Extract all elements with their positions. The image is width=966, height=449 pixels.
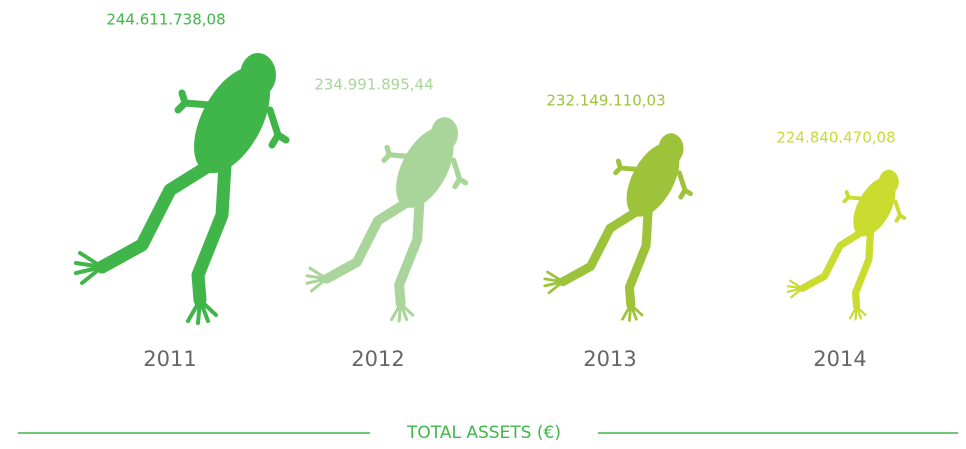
frog xyxy=(788,170,904,320)
frog-leg xyxy=(327,202,409,279)
category-label: 2013 xyxy=(583,347,636,371)
frog-foot xyxy=(788,281,802,298)
frog-leg xyxy=(802,232,862,289)
frog-foot xyxy=(307,268,327,291)
value-label: 224.840.470,08 xyxy=(776,129,895,147)
frog-head xyxy=(240,53,276,97)
frog-leg xyxy=(102,165,210,267)
category-label: 2014 xyxy=(813,347,866,371)
frog-leg xyxy=(563,211,638,282)
value-label: 244.611.738,08 xyxy=(106,11,225,29)
frog-leg xyxy=(198,165,225,300)
frog xyxy=(545,133,691,320)
frog-foot xyxy=(76,253,102,283)
category-label: 2011 xyxy=(143,347,196,371)
frog-leg xyxy=(399,202,419,304)
frog-head xyxy=(659,133,684,164)
frog-foot xyxy=(545,272,563,293)
frog-head xyxy=(879,170,899,194)
category-label: 2012 xyxy=(351,347,404,371)
frog-leg xyxy=(856,232,871,307)
value-label: 234.991.895,44 xyxy=(314,75,433,93)
value-label: 232.149.110,03 xyxy=(546,92,665,110)
chart: TOTAL ASSETS (€) 244.611.738,08 2011 234.9… xyxy=(0,0,966,449)
frog xyxy=(76,53,286,323)
frog-foot xyxy=(622,305,641,321)
frog-leg xyxy=(629,211,648,305)
chart-title: TOTAL ASSETS (€) xyxy=(406,423,561,443)
frog-head xyxy=(431,117,458,150)
frog-foot xyxy=(392,304,413,321)
frog-foot xyxy=(188,300,216,323)
frog-foot xyxy=(850,307,866,320)
frog xyxy=(307,117,466,321)
